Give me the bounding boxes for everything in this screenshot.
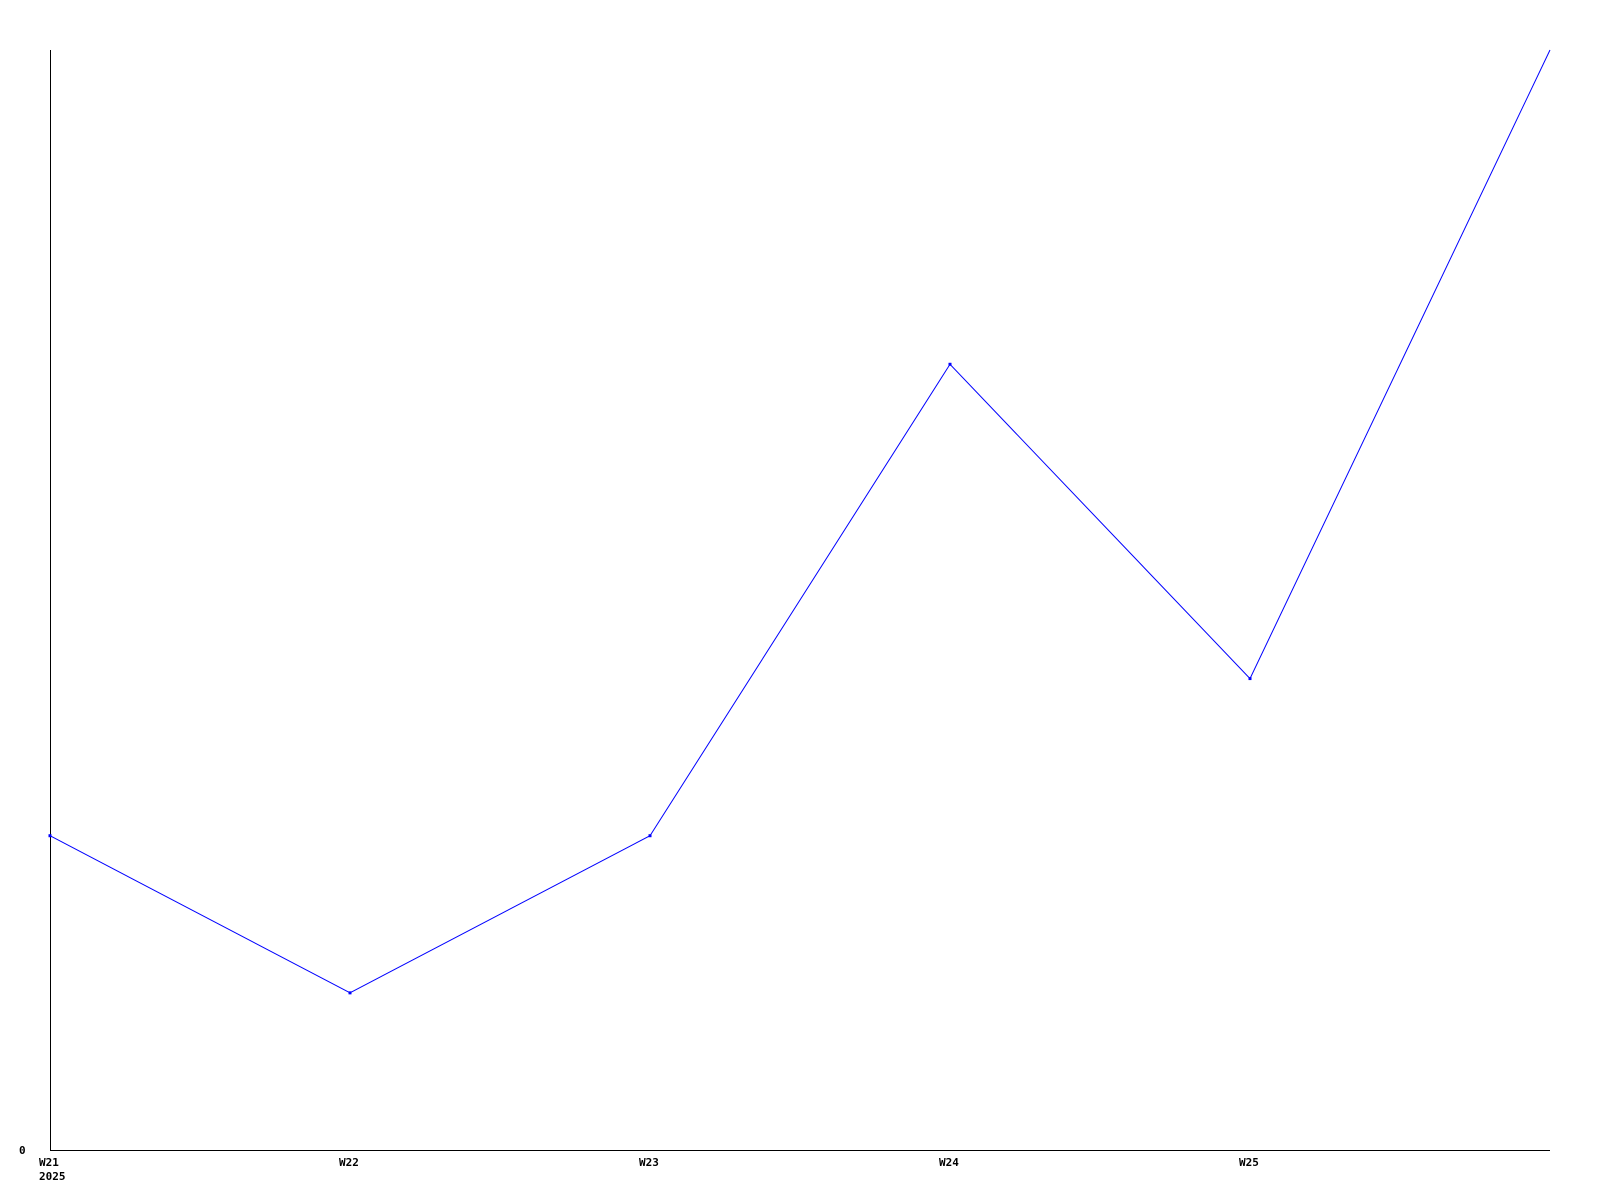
x-tick-label: W24 — [939, 1156, 959, 1169]
x-tick-label: W22 — [339, 1156, 359, 1169]
y-tick-label: 0 — [19, 1144, 26, 1157]
x-tick-label: W21 — [39, 1156, 59, 1169]
x-tick-label: W25 — [1239, 1156, 1259, 1169]
x-tick-label: W23 — [639, 1156, 659, 1169]
series-line — [49, 49, 1551, 994]
data-point — [648, 834, 652, 838]
x-year-label: 2025 — [39, 1170, 66, 1183]
data-point — [48, 834, 52, 838]
data-point — [948, 362, 952, 366]
data-point — [1248, 677, 1252, 681]
data-point — [348, 991, 352, 995]
